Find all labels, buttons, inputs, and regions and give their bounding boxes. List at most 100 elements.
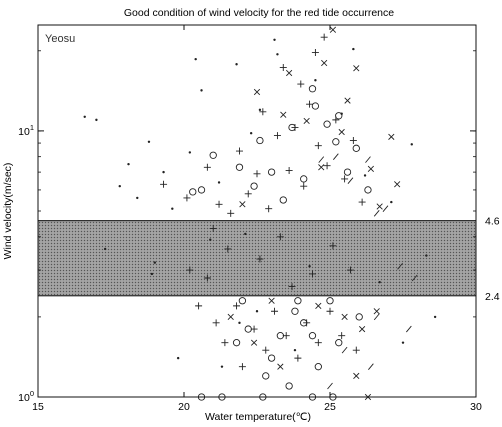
data-point-circle bbox=[244, 325, 252, 333]
data-point-dot bbox=[258, 108, 262, 112]
data-point-circle bbox=[355, 313, 363, 321]
data-point-circle bbox=[300, 319, 308, 327]
data-point-plus bbox=[285, 166, 293, 174]
data-point-slash bbox=[332, 153, 339, 160]
data-point-cross bbox=[367, 165, 374, 172]
data-point-plus bbox=[346, 266, 354, 274]
data-point-cross bbox=[338, 128, 345, 136]
data-point-plus bbox=[308, 270, 316, 278]
shaded-band-layer bbox=[37, 220, 477, 297]
data-point-dot bbox=[95, 118, 98, 122]
data-point-dot bbox=[171, 207, 174, 210]
chart-title: Good condition of wind velocity for the … bbox=[124, 7, 394, 19]
panel-label: Yeosu bbox=[45, 33, 75, 45]
y-tick-label: 101 bbox=[18, 123, 34, 138]
data-point-circle bbox=[279, 196, 287, 204]
data-point-dot bbox=[194, 57, 197, 61]
data-point-plus bbox=[203, 274, 211, 282]
data-point-plus bbox=[238, 363, 246, 371]
data-point-slash bbox=[405, 325, 412, 333]
data-point-circle bbox=[276, 332, 285, 340]
data-point-dot bbox=[118, 184, 121, 188]
data-point-plus bbox=[259, 108, 267, 116]
data-point-dot bbox=[378, 281, 381, 284]
data-point-cross bbox=[227, 313, 234, 321]
data-point-dot bbox=[410, 143, 413, 146]
data-point-dot bbox=[363, 174, 367, 177]
data-point-dot bbox=[209, 238, 212, 241]
x-tick-label: 25 bbox=[324, 401, 336, 413]
x-tick-label: 20 bbox=[178, 401, 190, 413]
data-point-slash bbox=[368, 363, 374, 370]
axes: 15 20 25 30 100 101 4.6 2.4 bbox=[18, 25, 500, 413]
data-point-plus bbox=[233, 302, 241, 310]
data-point-circle bbox=[343, 168, 352, 176]
data-point-plus bbox=[326, 307, 334, 315]
data-point-plus bbox=[311, 49, 319, 57]
data-point-slash bbox=[327, 382, 333, 390]
data-point-plus bbox=[306, 100, 314, 108]
data-point-cross bbox=[359, 325, 366, 333]
data-point-cross bbox=[239, 201, 246, 208]
data-point-circle bbox=[197, 186, 206, 194]
data-point-plus bbox=[203, 163, 211, 171]
data-point-dot bbox=[150, 272, 154, 276]
shaded-band bbox=[37, 220, 477, 297]
data-point-dot bbox=[390, 200, 393, 204]
data-point-plus bbox=[262, 346, 270, 354]
data-point-dot bbox=[147, 140, 151, 143]
data-point-circle bbox=[209, 151, 217, 159]
data-point-plus bbox=[221, 339, 229, 347]
data-point-circle bbox=[189, 188, 197, 196]
data-point-circle bbox=[364, 186, 372, 194]
data-point-plus bbox=[314, 339, 322, 347]
data-point-plus bbox=[358, 198, 366, 206]
data-point-cross bbox=[315, 302, 322, 309]
data-point-dot bbox=[308, 265, 311, 268]
data-point-dot bbox=[200, 89, 203, 92]
data-point-circle bbox=[335, 112, 343, 120]
data-point-slash bbox=[318, 156, 325, 163]
data-point-circle bbox=[267, 168, 276, 176]
data-point-cross bbox=[376, 203, 383, 210]
data-point-plus bbox=[314, 142, 322, 150]
data-point-plus bbox=[195, 302, 203, 310]
data-point-plus bbox=[212, 319, 220, 327]
data-point-circle bbox=[326, 297, 334, 305]
data-point-circle bbox=[335, 339, 343, 347]
data-point-cross bbox=[329, 26, 337, 33]
data-point-circle bbox=[311, 102, 320, 110]
data-point-slash bbox=[382, 205, 389, 212]
data-point-plus bbox=[349, 137, 357, 145]
y-axis-label: Wind velocity(m/sec) bbox=[2, 163, 14, 260]
data-point-dot bbox=[136, 196, 139, 200]
data-point-cross bbox=[268, 297, 275, 304]
data-point-cross bbox=[253, 88, 261, 96]
data-point-cross bbox=[373, 308, 380, 315]
band-upper-label: 4.6 bbox=[485, 216, 500, 228]
data-point-slash bbox=[341, 346, 348, 354]
data-point-plus bbox=[215, 200, 223, 208]
data-point-dot bbox=[255, 310, 259, 313]
data-point-dot bbox=[273, 38, 276, 41]
data-point-plus bbox=[253, 170, 261, 178]
data-point-circle bbox=[352, 144, 360, 152]
data-point-cross bbox=[344, 97, 351, 104]
data-point-dot bbox=[83, 115, 86, 118]
x-tick-label: 30 bbox=[470, 401, 482, 413]
data-point-circle bbox=[232, 339, 241, 347]
data-point-plus bbox=[276, 233, 284, 241]
data-point-plus bbox=[341, 175, 349, 183]
data-point-plus bbox=[279, 64, 287, 72]
data-point-plus bbox=[224, 245, 232, 253]
data-point-plus bbox=[186, 266, 194, 274]
data-point-circle bbox=[285, 382, 293, 390]
data-point-cross bbox=[286, 69, 293, 77]
data-point-dot bbox=[276, 53, 279, 56]
data-point-plus bbox=[256, 255, 264, 263]
data-point-dot bbox=[244, 232, 247, 236]
data-point-dot bbox=[425, 254, 428, 257]
data-point-plus bbox=[227, 209, 235, 217]
